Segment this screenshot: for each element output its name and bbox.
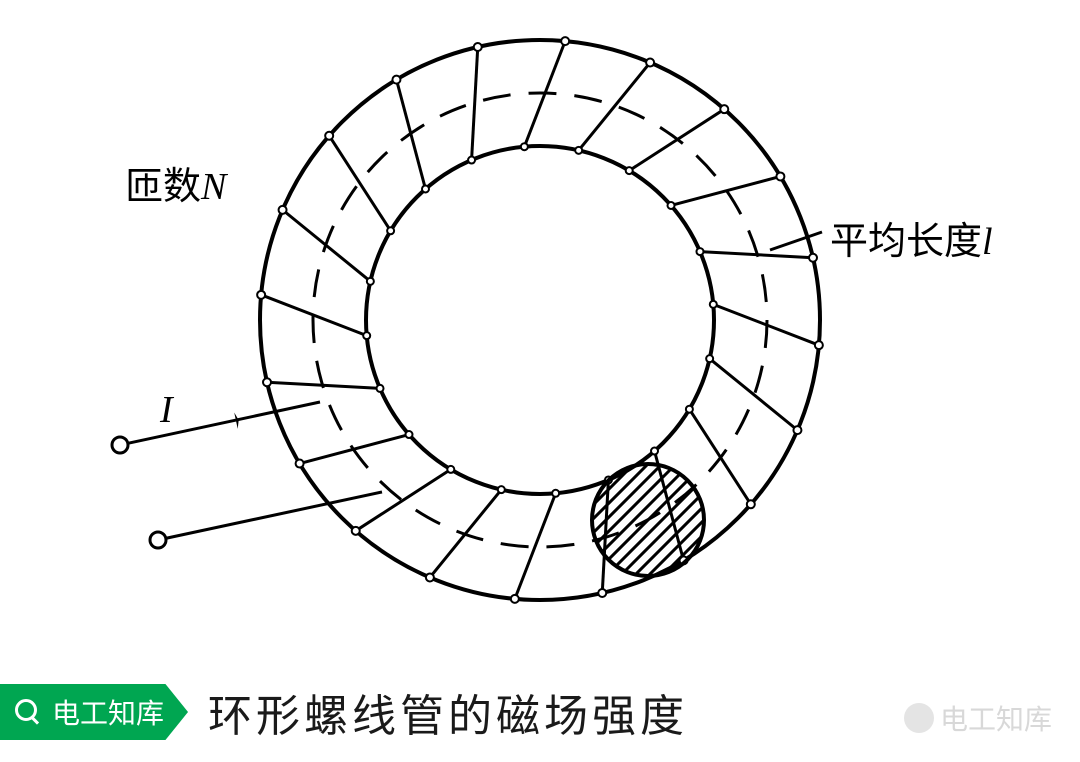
source-tag: 电工知库 <box>0 684 188 740</box>
label-length-cn: 平均长度 <box>830 221 982 263</box>
label-current: I <box>160 388 173 432</box>
watermark-icon <box>904 703 934 733</box>
diagram-area: 匝数N 平均长度l I <box>0 0 1080 680</box>
toroid-diagram <box>0 0 1080 680</box>
label-length: 平均长度l <box>830 210 993 265</box>
watermark-text: 电工知库 <box>940 698 1052 738</box>
caption-title: 环形螺线管的磁场强度 <box>208 680 688 744</box>
label-length-var: l <box>982 221 993 263</box>
label-turns: 匝数N <box>125 155 226 210</box>
label-turns-var: N <box>201 166 226 208</box>
search-icon <box>14 698 42 726</box>
label-current-var: I <box>160 389 173 431</box>
tag-text: 电工知库 <box>52 692 164 732</box>
label-turns-cn: 匝数 <box>125 166 201 208</box>
watermark: 电工知库 <box>904 698 1052 738</box>
